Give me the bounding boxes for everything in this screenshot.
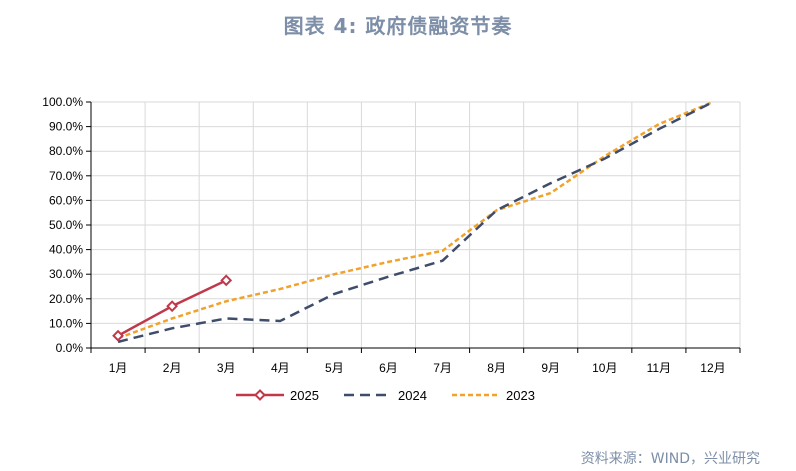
y-tick-label: 50.0% bbox=[49, 218, 83, 232]
y-tick-label: 90.0% bbox=[49, 120, 83, 134]
x-tick-label: 8月 bbox=[487, 361, 506, 375]
x-tick-label: 4月 bbox=[271, 361, 290, 375]
series-lines bbox=[112, 100, 714, 344]
x-tick-label: 7月 bbox=[433, 361, 452, 375]
y-tick-label: 20.0% bbox=[49, 292, 83, 306]
y-tick-label: 100.0% bbox=[42, 95, 83, 109]
legend-label-2023: 2023 bbox=[506, 388, 535, 403]
x-tick-label: 6月 bbox=[379, 361, 398, 375]
y-tick-label: 10.0% bbox=[49, 316, 83, 330]
axes bbox=[86, 101, 741, 353]
x-tick-label: 3月 bbox=[217, 361, 236, 375]
legend: 2025 2024 2023 bbox=[236, 388, 535, 403]
x-tick-label: 11月 bbox=[647, 361, 671, 375]
series-2024-line bbox=[117, 100, 714, 344]
legend-marker-2025 bbox=[254, 389, 266, 401]
x-tick-label: 1月 bbox=[109, 361, 128, 375]
source-note: 资料来源：WIND，兴业研究 bbox=[580, 451, 760, 467]
y-tick-label: 40.0% bbox=[49, 243, 83, 257]
x-tick-label: 2月 bbox=[163, 361, 182, 375]
series-2025-marker bbox=[166, 300, 179, 313]
x-tick-label: 5月 bbox=[325, 361, 344, 375]
x-tick-label: 9月 bbox=[541, 361, 560, 375]
series-2025-marker bbox=[112, 329, 124, 342]
y-tick-label: 80.0% bbox=[49, 144, 83, 158]
y-tick-label: 70.0% bbox=[49, 169, 83, 183]
series-2025-marker bbox=[220, 274, 233, 287]
x-tick-label: 12月 bbox=[700, 361, 725, 375]
x-tick-labels: 1月 2月 3月 4月 5月 6月 7月 8月 9月 10月 11月 12月 bbox=[109, 361, 726, 375]
y-tick-label: 60.0% bbox=[49, 193, 83, 207]
legend-label-2025: 2025 bbox=[290, 388, 319, 403]
y-tick-label: 0.0% bbox=[56, 341, 84, 355]
series-2023-line bbox=[117, 100, 714, 340]
legend-label-2024: 2024 bbox=[398, 388, 427, 403]
chart-title: 图表 4: 政府债融资节奏 bbox=[283, 14, 513, 38]
gridlines bbox=[91, 101, 741, 348]
y-tick-label: 30.0% bbox=[49, 267, 83, 281]
x-tick-label: 10月 bbox=[592, 361, 617, 375]
y-tick-labels: 0.0% 10.0% 20.0% 30.0% 40.0% 50.0% 60.0% 70.0% 8… bbox=[42, 95, 83, 355]
